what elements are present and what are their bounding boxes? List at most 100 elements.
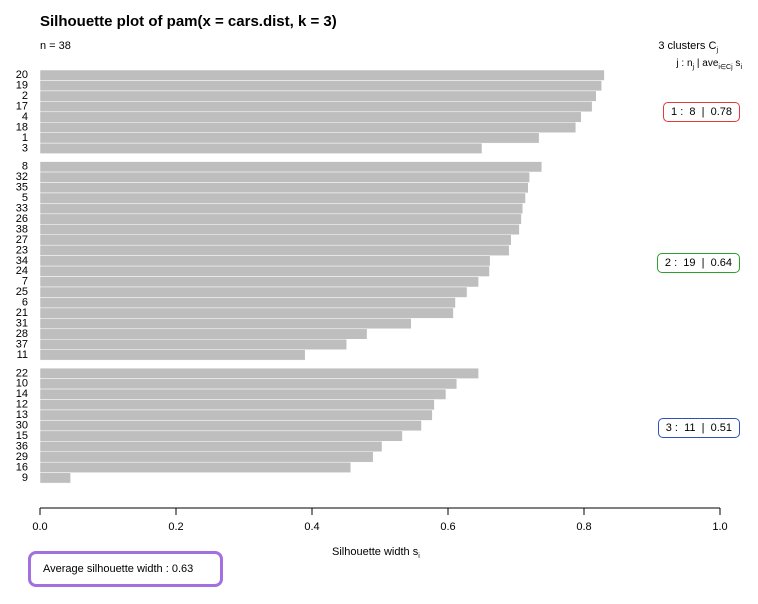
silhouette-bar (39, 255, 491, 267)
observation-label: 11 (17, 349, 28, 361)
observation-label: 16 (16, 461, 28, 473)
legend-title-text: 3 clusters C (658, 40, 717, 52)
legend-sub-s: s (732, 58, 741, 69)
observation-label: 30 (16, 420, 28, 432)
observation-label: 28 (16, 328, 28, 340)
silhouette-bar (39, 441, 383, 452)
silhouette-bar (39, 122, 577, 133)
silhouette-bar (39, 297, 456, 309)
observation-label: 8 (22, 161, 28, 173)
cluster-2-label: 2 : 19 | 0.64 (656, 253, 740, 273)
observation-label: 1 (22, 132, 28, 144)
observation-label: 4 (22, 111, 28, 123)
x-tick-label: 0.4 (304, 521, 319, 533)
cluster-1-label: 1 : 8 | 0.78 (663, 102, 740, 122)
observation-label: 7 (22, 276, 28, 288)
silhouette-bar (39, 171, 530, 183)
x-tick-label: 1.0 (712, 521, 727, 533)
observation-label: 38 (16, 223, 28, 235)
x-tick-label: 0.0 (32, 521, 47, 533)
observation-label: 23 (16, 244, 28, 256)
cluster-3-label: 3 : 11 | 0.51 (657, 418, 740, 438)
silhouette-bar (39, 161, 543, 173)
average-silhouette-label: Average silhouette width : 0.63 (43, 563, 194, 575)
average-silhouette-box: Average silhouette width : 0.63 (28, 551, 223, 587)
legend-title-sub: j (716, 47, 718, 55)
legend-sub-ave: | ave (694, 58, 719, 69)
x-axis-label-text: Silhouette width s (332, 546, 419, 558)
silhouette-bar (39, 451, 374, 463)
observation-label: 37 (16, 338, 28, 350)
silhouette-bar (39, 192, 526, 204)
observation-label: 17 (16, 100, 28, 112)
legend-subtitle: j : nj | avei∈Cj si (676, 58, 742, 71)
silhouette-bar (39, 420, 422, 432)
observation-label: 34 (16, 255, 28, 267)
silhouette-bar (39, 132, 540, 144)
observation-label: 27 (16, 234, 28, 246)
observation-label: 5 (22, 192, 28, 204)
silhouette-bar (39, 378, 458, 390)
silhouette-bar (39, 328, 368, 340)
observation-label: 24 (16, 265, 28, 277)
silhouette-bar (39, 80, 602, 92)
observation-label: 35 (16, 182, 28, 194)
silhouette-bar (39, 203, 524, 215)
observation-label: 25 (16, 286, 28, 298)
silhouette-bar (39, 111, 582, 123)
silhouette-bar (39, 286, 468, 298)
observation-label: 22 (16, 367, 28, 379)
observation-label: 6 (22, 297, 28, 309)
silhouette-bar (39, 101, 593, 113)
observation-label: 36 (16, 440, 28, 452)
silhouette-bar (39, 461, 352, 473)
observation-label: 26 (16, 213, 28, 225)
legend-sub-ave-sub: i∈Cj (718, 64, 733, 71)
silhouette-bar (39, 182, 529, 194)
observation-label: 10 (16, 378, 28, 390)
silhouette-bar (39, 367, 479, 379)
silhouette-bar (39, 234, 512, 246)
silhouette-bar (39, 90, 597, 102)
silhouette-bar (39, 472, 71, 484)
silhouette-bar (39, 430, 403, 442)
observation-label: 14 (16, 388, 28, 400)
silhouette-bar (39, 339, 347, 350)
x-axis-label: Silhouette width si (332, 546, 420, 560)
silhouette-bar (39, 399, 435, 411)
observation-label: 18 (16, 121, 28, 133)
observation-label: 3 (22, 142, 28, 154)
observation-label: 9 (22, 472, 28, 484)
chart-title: Silhouette plot of pam(x = cars.dist, k … (40, 13, 337, 30)
legend-sub-s-sub: i (740, 64, 742, 71)
x-tick-label: 0.8 (576, 521, 591, 533)
observation-label: 31 (16, 317, 28, 329)
legend-sub-nj: j (692, 64, 695, 71)
silhouette-bar (39, 213, 522, 225)
silhouette-bar (39, 409, 433, 421)
observation-label: 32 (16, 171, 28, 183)
silhouette-bar (39, 69, 605, 81)
observation-label: 13 (16, 409, 28, 421)
observation-label: 21 (16, 307, 28, 319)
n-label: n = 38 (40, 40, 71, 52)
silhouette-bar (39, 349, 306, 361)
x-tick-label: 0.6 (440, 521, 455, 533)
observation-label: 12 (16, 399, 28, 411)
silhouette-bar (39, 307, 454, 319)
silhouette-bar (39, 388, 447, 400)
x-axis-label-sub: i (418, 553, 420, 561)
silhouette-bar (39, 244, 510, 256)
x-tick-label: 0.2 (168, 521, 183, 533)
silhouette-bar (39, 318, 412, 330)
legend-title: 3 clusters Cj (658, 40, 718, 54)
silhouette-bar (39, 142, 483, 154)
silhouette-bar (39, 276, 479, 288)
observation-label: 2 (22, 90, 28, 102)
observation-label: 20 (16, 69, 28, 81)
legend-sub-j: j : n (676, 58, 693, 69)
silhouette-bar (39, 265, 490, 277)
observation-label: 15 (16, 430, 28, 442)
observation-label: 19 (16, 80, 28, 92)
